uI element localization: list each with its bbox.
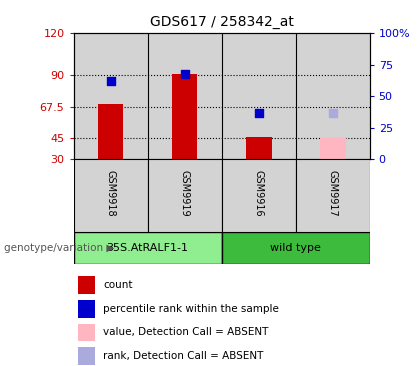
Bar bbox=[246, 137, 271, 159]
Text: GSM9916: GSM9916 bbox=[254, 170, 264, 217]
Bar bbox=[78, 276, 94, 294]
Bar bbox=[147, 33, 222, 159]
Point bbox=[255, 110, 262, 116]
Bar bbox=[222, 232, 370, 264]
Point bbox=[181, 71, 188, 76]
Point bbox=[329, 110, 336, 116]
Text: percentile rank within the sample: percentile rank within the sample bbox=[103, 304, 279, 314]
Bar bbox=[222, 159, 296, 232]
Text: rank, Detection Call = ABSENT: rank, Detection Call = ABSENT bbox=[103, 351, 263, 361]
Bar bbox=[74, 232, 222, 264]
Bar bbox=[74, 33, 147, 159]
Text: value, Detection Call = ABSENT: value, Detection Call = ABSENT bbox=[103, 328, 268, 337]
Text: GSM9919: GSM9919 bbox=[179, 170, 189, 217]
Text: genotype/variation ▶: genotype/variation ▶ bbox=[4, 243, 115, 253]
Text: count: count bbox=[103, 280, 132, 290]
Bar bbox=[78, 300, 94, 318]
Bar bbox=[296, 33, 370, 159]
Bar bbox=[78, 347, 94, 365]
Text: 35S.AtRALF1-1: 35S.AtRALF1-1 bbox=[107, 243, 189, 253]
Bar bbox=[147, 159, 222, 232]
Bar bbox=[74, 159, 147, 232]
Title: GDS617 / 258342_at: GDS617 / 258342_at bbox=[150, 15, 294, 29]
Bar bbox=[320, 138, 346, 159]
Bar bbox=[172, 74, 197, 159]
Bar bbox=[78, 324, 94, 341]
Bar bbox=[296, 159, 370, 232]
Bar bbox=[97, 105, 123, 159]
Bar bbox=[222, 33, 296, 159]
Text: GSM9918: GSM9918 bbox=[105, 170, 116, 217]
Point bbox=[107, 78, 114, 83]
Text: wild type: wild type bbox=[270, 243, 321, 253]
Text: GSM9917: GSM9917 bbox=[328, 170, 338, 217]
